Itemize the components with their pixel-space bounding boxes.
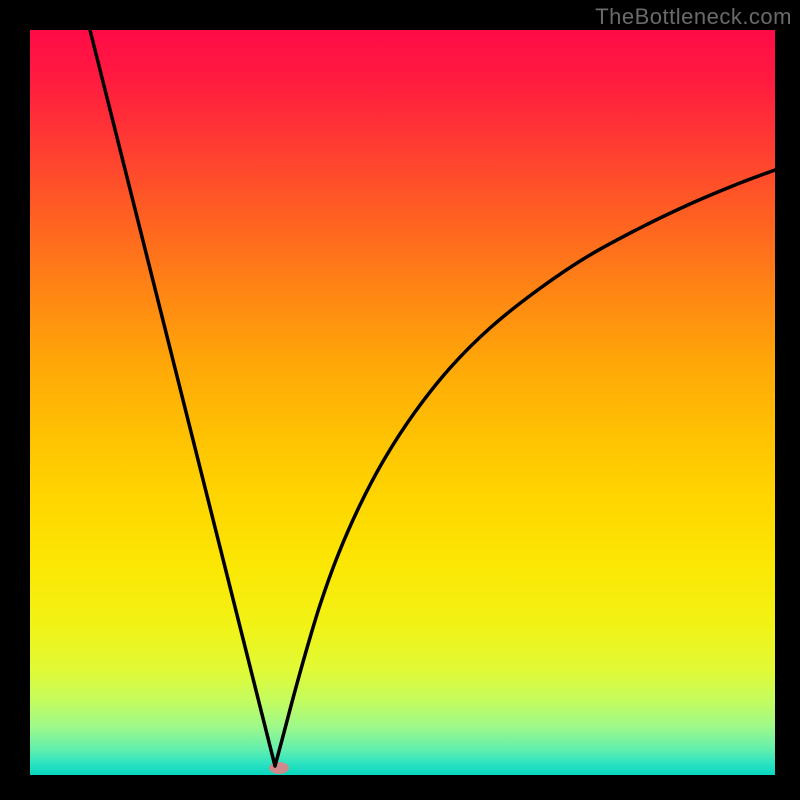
v-curve [90, 30, 775, 766]
chart-plot-area [30, 30, 775, 775]
marker-dot [269, 762, 289, 774]
watermark-text: TheBottleneck.com [595, 4, 792, 30]
curve-layer [30, 30, 775, 775]
